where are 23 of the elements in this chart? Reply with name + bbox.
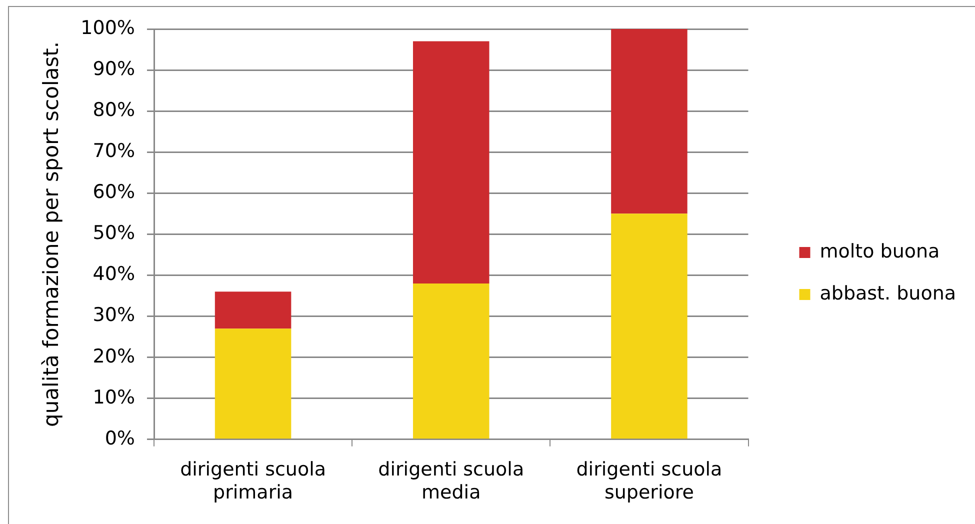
- x-tick-label: dirigenti scuola primaria: [180, 458, 326, 504]
- y-tick-label: 10%: [92, 386, 135, 408]
- y-tick-label: 0%: [104, 427, 135, 450]
- y-tick-label: 60%: [92, 181, 135, 204]
- y-tick-label: 50%: [92, 222, 135, 244]
- legend-label: molto buona: [820, 240, 940, 262]
- y-tick-label: 80%: [92, 99, 135, 122]
- y-tick-label: 90%: [92, 58, 135, 80]
- x-tick-label: dirigenti scuola superiore: [576, 458, 722, 504]
- y-tick-label: 20%: [92, 345, 135, 368]
- y-tick-label: 70%: [92, 140, 135, 162]
- bar: [214, 292, 292, 329]
- bar: [214, 328, 292, 439]
- y-tick-label: 30%: [92, 304, 135, 326]
- y-tick-label: 100%: [80, 16, 135, 39]
- bar: [412, 283, 490, 439]
- bar: [611, 214, 688, 439]
- y-axis-title: qualità formazione per sport scolast.: [39, 41, 64, 427]
- legend-label: abbast. buona: [820, 282, 956, 304]
- y-tick-label: 40%: [92, 263, 135, 286]
- x-tick-label: dirigenti scuola media: [378, 458, 524, 504]
- bar: [412, 41, 490, 284]
- bar: [611, 29, 688, 214]
